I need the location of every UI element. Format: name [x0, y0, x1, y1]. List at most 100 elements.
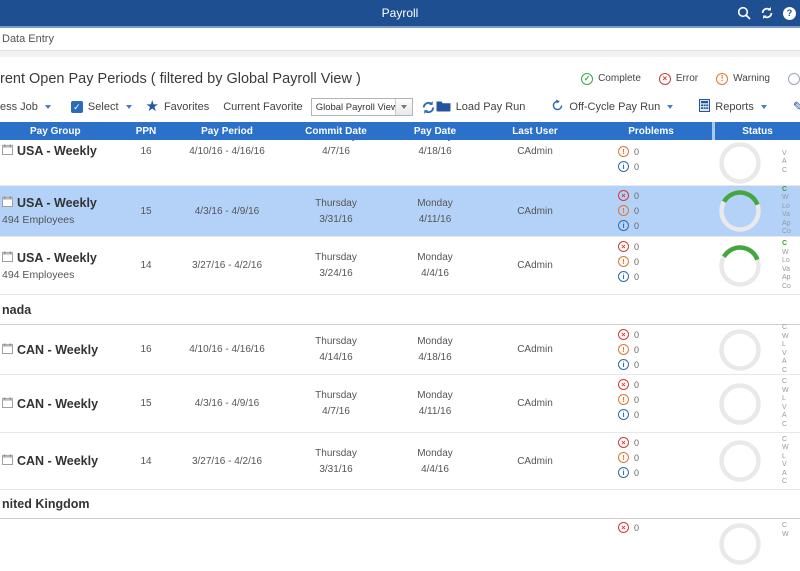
- error-icon: ×: [618, 329, 629, 340]
- commit-date: 3/24/16: [319, 268, 353, 279]
- table-row[interactable]: USA - Weekly 16 4/10/16 - 4/16/16 Thursday 4…: [0, 140, 800, 186]
- favorites-button[interactable]: ★ Favorites: [145, 98, 210, 115]
- status-legend-bar: ✓ Complete × Error! Warning: [581, 72, 800, 85]
- table-row[interactable]: CAN - Weekly 16 4/10/16 - 4/16/16 Thursday 4…: [0, 324, 800, 375]
- status-legend-line: V: [782, 461, 787, 468]
- commit-date: 4/7/16: [322, 406, 350, 417]
- pay-group-label: USA - Weekly: [17, 196, 97, 210]
- select-label: Select: [87, 101, 119, 113]
- column-header-pay-date[interactable]: Pay Date: [413, 125, 457, 137]
- select-button[interactable]: ✓ Select: [70, 101, 132, 113]
- column-header-commit-date[interactable]: Commit Date: [305, 125, 367, 137]
- help-icon[interactable]: ?: [783, 6, 796, 20]
- column-header-pay-group[interactable]: Pay Group: [30, 125, 81, 137]
- pencil-icon: ✎: [792, 99, 800, 114]
- app-title: Payroll: [381, 6, 419, 20]
- pay-group-label: USA - Weekly: [17, 144, 97, 158]
- status-legend-line: Co: [782, 282, 791, 290]
- commit-date: 3/31/16: [319, 213, 353, 225]
- problem-error[interactable]: × 0: [618, 329, 712, 340]
- column-header-last-user[interactable]: Last User: [512, 125, 558, 137]
- problems-cell: × 0 ! 0 i 0: [590, 375, 712, 432]
- statements-button[interactable]: ✎ Statem: [792, 99, 800, 114]
- legend-item-complete: ✓ Complete: [581, 72, 641, 85]
- off-cycle-pay-run-button[interactable]: Off-Cycle Pay Run: [551, 99, 674, 115]
- table-row[interactable]: CAN - Weekly 15 4/3/16 - 4/9/16 Thursday 4/7…: [0, 375, 800, 433]
- status-legend-line: A: [782, 358, 787, 365]
- status-legend-line: C: [782, 522, 788, 529]
- problem-error[interactable]: × 0: [618, 437, 712, 448]
- tab-bar: Data Entry: [0, 28, 800, 51]
- reports-icon: [699, 99, 711, 115]
- status-legend-line: Va: [782, 211, 791, 218]
- info-icon: i: [618, 467, 629, 478]
- legend-item-warning: ! Warning: [716, 72, 770, 85]
- pay-group-label: USA - Weekly: [17, 250, 97, 265]
- problem-count: 0: [634, 359, 640, 370]
- problem-error[interactable]: × 0: [618, 241, 712, 252]
- load-pay-run-button[interactable]: Load Pay Run: [436, 100, 525, 115]
- tab-data-entry[interactable]: Data Entry: [2, 33, 54, 45]
- status-legend-line: Lo: [782, 202, 790, 210]
- problem-warning[interactable]: ! 0: [618, 452, 712, 463]
- status-legend-line: Co: [782, 228, 791, 235]
- status-legend: C W Lo Va Ap Co: [782, 240, 791, 291]
- pay-period-cell: 4/3/16 - 4/9/16: [194, 398, 260, 409]
- table-row[interactable]: CAN - Weekly 14 3/27/16 - 4/2/16 Thursday 3/…: [0, 433, 800, 490]
- commit-day: Thursday: [315, 252, 357, 263]
- status-ring: [718, 522, 762, 566]
- commit-date-cell: Thursday 4/7/16: [282, 140, 390, 185]
- problem-warning[interactable]: ! 0: [618, 146, 712, 157]
- ppn-cell: 15: [140, 398, 152, 409]
- search-icon[interactable]: [737, 6, 751, 20]
- problem-error[interactable]: × 0: [618, 522, 712, 533]
- refresh-favorite-icon[interactable]: [421, 100, 436, 115]
- process-job-button[interactable]: ess Job: [0, 101, 51, 113]
- problem-warning[interactable]: ! 0: [618, 205, 712, 216]
- table-header-row: Pay Group PPN Pay Period Commit Date Pay Dat…: [0, 122, 800, 140]
- status-legend-line: C: [782, 366, 788, 374]
- problem-warning[interactable]: ! 0: [618, 344, 712, 355]
- column-header-problems[interactable]: Problems: [628, 125, 674, 137]
- table-row[interactable]: USA - Weekly 494 Employees 15 4/3/16 - 4/9/…: [0, 186, 800, 237]
- star-icon: ★: [145, 98, 159, 115]
- column-header-pay-period[interactable]: Pay Period: [201, 125, 253, 137]
- problem-error[interactable]: × 0: [618, 190, 712, 201]
- pay-date: 4/4/16: [421, 463, 449, 475]
- ppn-cell: 14: [140, 455, 152, 467]
- status-legend-line: C: [782, 420, 788, 428]
- status-ring: [718, 439, 762, 483]
- column-header-status[interactable]: Status: [712, 122, 800, 140]
- ppn-cell: 15: [140, 205, 152, 217]
- problem-warning[interactable]: ! 0: [618, 394, 712, 405]
- problem-warning[interactable]: ! 0: [618, 256, 712, 267]
- problems-cell: ! 0 i 0: [590, 140, 712, 185]
- error-icon: ×: [618, 190, 629, 201]
- problem-count: 0: [634, 271, 640, 282]
- table-row[interactable]: USA - Weekly 494 Employees 14 3/27/16 - 4/2…: [0, 237, 800, 295]
- column-header-ppn[interactable]: PPN: [135, 125, 157, 137]
- current-favorite-select[interactable]: Global Payroll View: [310, 98, 413, 116]
- problem-error[interactable]: × 0: [618, 379, 712, 390]
- chevron-down-icon: [44, 105, 51, 109]
- topbar-icons: ?: [737, 0, 796, 26]
- table-row[interactable]: × 0 C W: [0, 519, 800, 565]
- warning-icon: !: [716, 72, 729, 85]
- reports-button[interactable]: Reports: [699, 99, 767, 115]
- refresh-icon[interactable]: [760, 6, 774, 20]
- section-label: nited Kingdom: [2, 497, 90, 511]
- status-legend-line: L: [782, 452, 786, 460]
- pay-date-cell: [390, 519, 480, 533]
- status-legend-line: W: [782, 530, 789, 538]
